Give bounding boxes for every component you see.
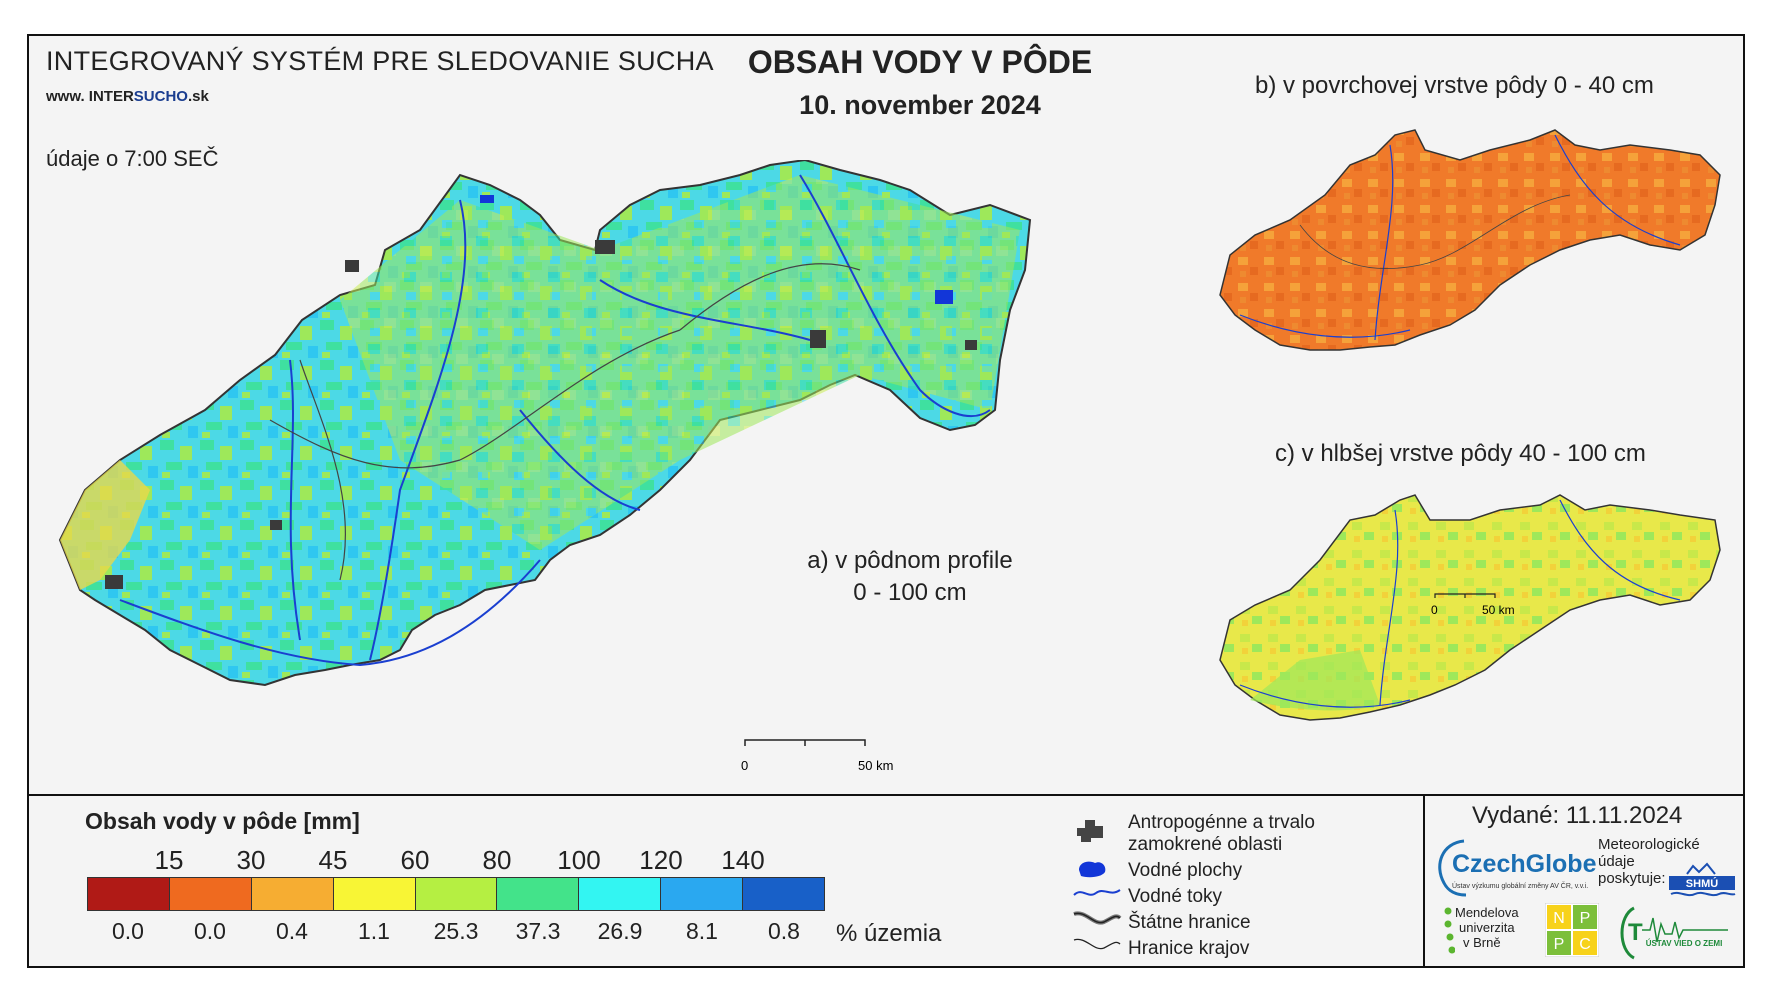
legend-swatch xyxy=(251,878,334,910)
svg-text:N: N xyxy=(1553,910,1565,927)
website-url[interactable]: www. INTERSUCHO.sk xyxy=(46,88,209,105)
svg-text:T: T xyxy=(1628,919,1643,946)
legend-tick-label: 15 xyxy=(154,845,184,875)
legend-color-bar xyxy=(87,877,825,911)
map-a: 0 50 km xyxy=(58,160,1032,773)
issued-date: Vydané: 11.11.2024 xyxy=(1472,802,1683,829)
state-border-icon xyxy=(1073,911,1122,925)
legend-tick-label: 80 xyxy=(482,845,512,875)
legend-swatch xyxy=(333,878,416,910)
legend-percentage: 37.3 xyxy=(515,918,561,944)
stream-icon xyxy=(1073,889,1121,896)
czechglobe-logo[interactable]: CzechGlobe Ústav výzkumu globální změny … xyxy=(1430,835,1598,901)
legend-swatch xyxy=(579,878,662,910)
legend-title: Obsah vody v pôde [mm] xyxy=(85,808,360,834)
legend-swatch xyxy=(169,878,252,910)
water-body-icon xyxy=(1079,861,1106,878)
legend-tick-label: 60 xyxy=(400,845,430,875)
shmu-logo[interactable]: SHMÚ xyxy=(1667,862,1737,900)
map-b-caption: b) v povrchovej vrstve pôdy 0 - 40 cm xyxy=(1255,72,1654,99)
key-anthropogenic: Antropogénne a trvalo zamokrené oblasti xyxy=(1128,812,1315,855)
map-b xyxy=(1219,129,1721,351)
legend-tick-label: 120 xyxy=(639,845,683,875)
key-water-bodies: Vodné plochy xyxy=(1128,860,1243,881)
legend-percentage: 1.1 xyxy=(358,918,390,944)
svg-text:C: C xyxy=(1579,936,1591,953)
map-c: 0 50 km xyxy=(1219,494,1721,721)
map-c-scale-50: 50 km xyxy=(1482,603,1515,617)
legend-percentage: 26.9 xyxy=(597,918,643,944)
key-region-borders: Hranice krajov xyxy=(1128,938,1250,959)
date-label: 10. november 2024 xyxy=(799,90,1041,120)
legend-tick-label: 45 xyxy=(318,845,348,875)
legend-percentage: 0.0 xyxy=(194,918,226,944)
legend-swatch xyxy=(743,878,825,910)
legend-swatch xyxy=(415,878,498,910)
map-a-caption: a) v pôdnom profile 0 - 100 cm xyxy=(807,547,1013,606)
legend-percentage: 0.4 xyxy=(276,918,308,944)
map-c-scale-zero: 0 xyxy=(1431,603,1438,617)
main-title: OBSAH VODY V PÔDE xyxy=(747,44,1093,80)
system-title: INTEGROVANÝ SYSTÉM PRE SLEDOVANIE SUCHA xyxy=(46,46,714,76)
legend-percentage: 8.1 xyxy=(686,918,718,944)
map-c-caption: c) v hlbšej vrstve pôdy 40 - 100 cm xyxy=(1275,440,1646,467)
svg-text:P: P xyxy=(1554,936,1565,953)
legend-percentage: 0.0 xyxy=(112,918,144,944)
key-state-borders: Štátne hranice xyxy=(1128,912,1251,933)
legend-tick-label: 140 xyxy=(721,845,765,875)
nppc-logo[interactable]: N P P C xyxy=(1545,903,1599,957)
legend-swatch xyxy=(88,878,170,910)
anthropogenic-area-icon xyxy=(1077,820,1103,842)
time-note: údaje o 7:00 SEČ xyxy=(46,146,219,171)
legend-tick-label: 100 xyxy=(557,845,601,875)
map-a-scale-50: 50 km xyxy=(858,758,893,773)
footer-divider xyxy=(1423,796,1425,968)
legend-divider xyxy=(27,794,1745,796)
legend-swatch xyxy=(497,878,580,910)
legend-tick-label: 30 xyxy=(236,845,266,875)
svg-text:P: P xyxy=(1580,910,1591,927)
svg-text:ÚSTAV VIED O ZEMI: ÚSTAV VIED O ZEMI xyxy=(1646,939,1723,948)
key-streams: Vodné toky xyxy=(1128,886,1223,907)
ustav-vied-o-zemi-logo[interactable]: T ÚSTAV VIED O ZEMI xyxy=(1620,904,1732,962)
mendel-university-logo[interactable]: Mendelova univerzita v Brně xyxy=(1444,905,1519,954)
meteo-provider-text: Meteorologické údaje poskytuje: xyxy=(1598,836,1700,887)
legend-swatch xyxy=(661,878,744,910)
legend-percentage: 0.8 xyxy=(768,918,800,944)
legend-percentage: 25.3 xyxy=(433,918,479,944)
percent-unit: % územia xyxy=(836,920,942,947)
map-a-scale-zero: 0 xyxy=(741,758,748,773)
region-border-icon xyxy=(1073,938,1121,950)
svg-text:SHMÚ: SHMÚ xyxy=(1686,877,1718,890)
